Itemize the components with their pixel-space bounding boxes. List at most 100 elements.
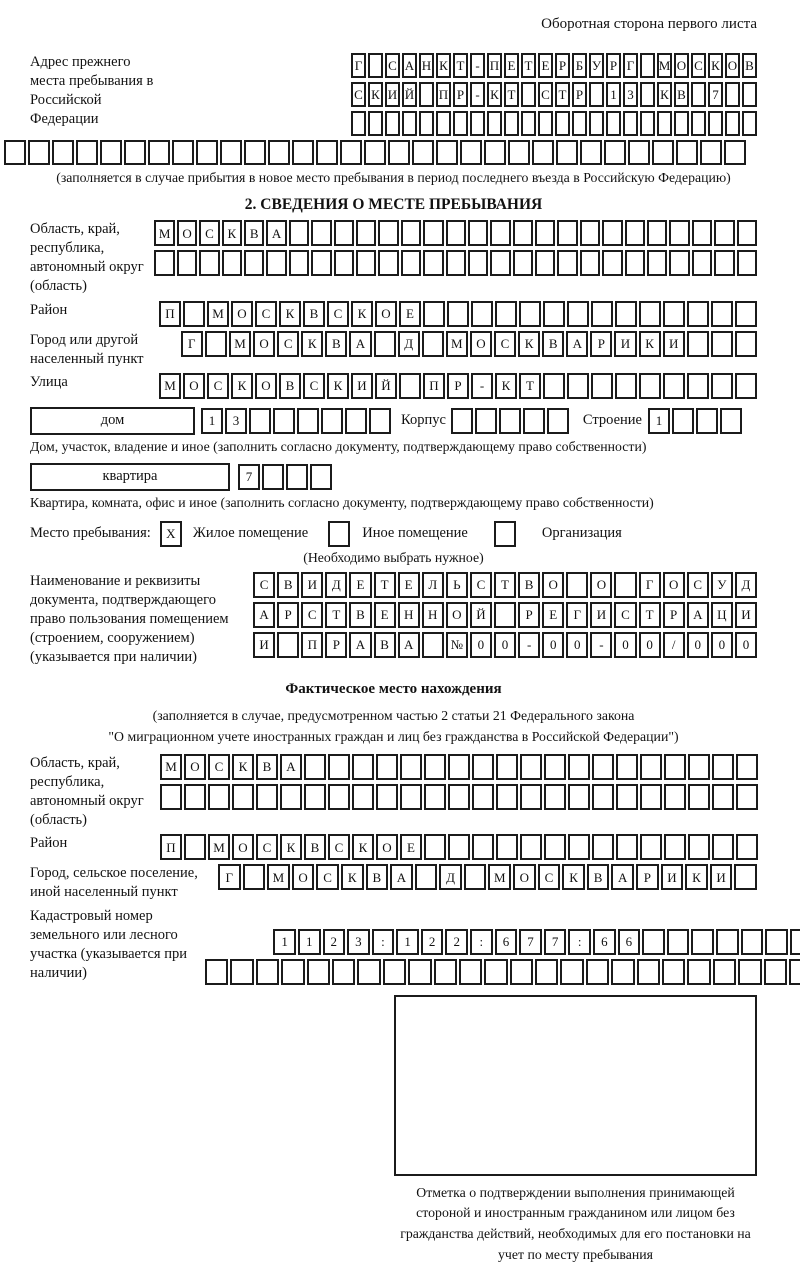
- char-cell: [436, 140, 458, 165]
- char-cell: С: [614, 602, 636, 628]
- char-cell: [688, 754, 710, 780]
- char-cell: В: [542, 331, 564, 357]
- char-cell: [243, 864, 266, 890]
- char-cell: [737, 220, 757, 246]
- kadastr-block: Кадастровый номер земельного или лесного…: [30, 907, 757, 985]
- char-cell: [470, 111, 485, 136]
- char-cell: [496, 834, 518, 860]
- char-cell: [369, 408, 391, 434]
- char-cell: :: [568, 929, 591, 955]
- fact-note: (заполняется в случае, предусмотренном ч…: [30, 706, 757, 747]
- char-cell: [352, 784, 374, 810]
- char-cell: П: [487, 53, 502, 78]
- char-cell: [280, 784, 302, 810]
- char-cell: [716, 929, 739, 955]
- char-cell: [286, 464, 308, 490]
- fact-oblast-row-2: [160, 784, 758, 810]
- char-cell: [244, 250, 264, 276]
- char-cell: [687, 373, 709, 399]
- char-cell: [334, 250, 354, 276]
- char-cell: Г: [566, 602, 588, 628]
- char-cell: [737, 250, 757, 276]
- char-cell: Р: [555, 53, 570, 78]
- char-cell: [652, 140, 674, 165]
- char-cell: [535, 959, 558, 985]
- gorod-label: Город или другой населенный пункт: [30, 331, 180, 369]
- char-cell: [401, 220, 421, 246]
- char-cell: И: [590, 602, 612, 628]
- fact-gorod-block: Город, сельское поселение, иной населенн…: [30, 864, 757, 902]
- char-cell: [688, 834, 710, 860]
- char-cell: Р: [606, 53, 621, 78]
- inoe-checkbox: [328, 521, 350, 547]
- char-cell: 0: [542, 632, 564, 658]
- char-cell: Д: [325, 572, 347, 598]
- char-cell: [424, 834, 446, 860]
- char-cell: В: [244, 220, 264, 246]
- char-cell: [460, 140, 482, 165]
- char-cell: [28, 140, 50, 165]
- char-cell: [586, 959, 609, 985]
- char-cell: О: [255, 373, 277, 399]
- char-cell: К: [231, 373, 253, 399]
- char-cell: [424, 754, 446, 780]
- char-cell: 0: [735, 632, 757, 658]
- char-cell: [615, 301, 637, 327]
- char-cell: /: [663, 632, 685, 658]
- char-cell: [184, 784, 206, 810]
- char-cell: [422, 331, 444, 357]
- char-cell: [281, 959, 304, 985]
- char-cell: [222, 250, 242, 276]
- char-cell: [100, 140, 122, 165]
- char-cell: [691, 111, 706, 136]
- char-cell: [183, 301, 205, 327]
- char-cell: [459, 959, 482, 985]
- char-cell: [642, 929, 665, 955]
- char-cell: А: [398, 632, 420, 658]
- char-cell: К: [518, 331, 540, 357]
- char-cell: 1: [201, 408, 223, 434]
- char-cell: [568, 754, 590, 780]
- char-cell: [625, 220, 645, 246]
- char-cell: С: [494, 331, 516, 357]
- char-cell: П: [159, 301, 181, 327]
- prev-address-row-4: [4, 140, 757, 165]
- char-cell: Т: [519, 373, 541, 399]
- char-cell: [423, 220, 443, 246]
- prev-address-block: Адрес прежнего места пребывания в Россий…: [30, 53, 757, 136]
- stroenie-row: 1: [648, 408, 742, 434]
- char-cell: [544, 784, 566, 810]
- char-cell: Н: [398, 602, 420, 628]
- char-cell: [741, 929, 764, 955]
- char-cell: 0: [494, 632, 516, 658]
- char-cell: Р: [590, 331, 612, 357]
- char-cell: И: [661, 864, 684, 890]
- fact-gorod-label: Город, сельское поселение, иной населенн…: [30, 864, 205, 902]
- char-cell: [711, 373, 733, 399]
- char-cell: [692, 220, 712, 246]
- mesto-label: Место пребывания:: [30, 525, 151, 542]
- char-cell: К: [222, 220, 242, 246]
- char-cell: [177, 250, 197, 276]
- korpus-row: [451, 408, 569, 434]
- char-cell: [676, 140, 698, 165]
- char-cell: С: [255, 301, 277, 327]
- char-cell: Р: [663, 602, 685, 628]
- char-cell: Г: [351, 53, 366, 78]
- char-cell: С: [208, 754, 230, 780]
- char-cell: 7: [238, 464, 260, 490]
- char-cell: [368, 111, 383, 136]
- char-cell: [307, 959, 330, 985]
- char-cell: [385, 111, 400, 136]
- char-cell: [76, 140, 98, 165]
- char-cell: И: [385, 82, 400, 107]
- char-cell: Т: [504, 82, 519, 107]
- char-cell: Т: [453, 53, 468, 78]
- char-cell: [589, 82, 604, 107]
